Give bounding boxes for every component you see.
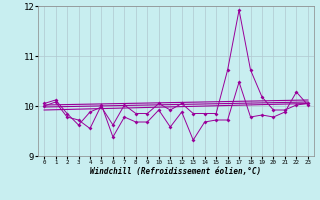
X-axis label: Windchill (Refroidissement éolien,°C): Windchill (Refroidissement éolien,°C) [91, 167, 261, 176]
